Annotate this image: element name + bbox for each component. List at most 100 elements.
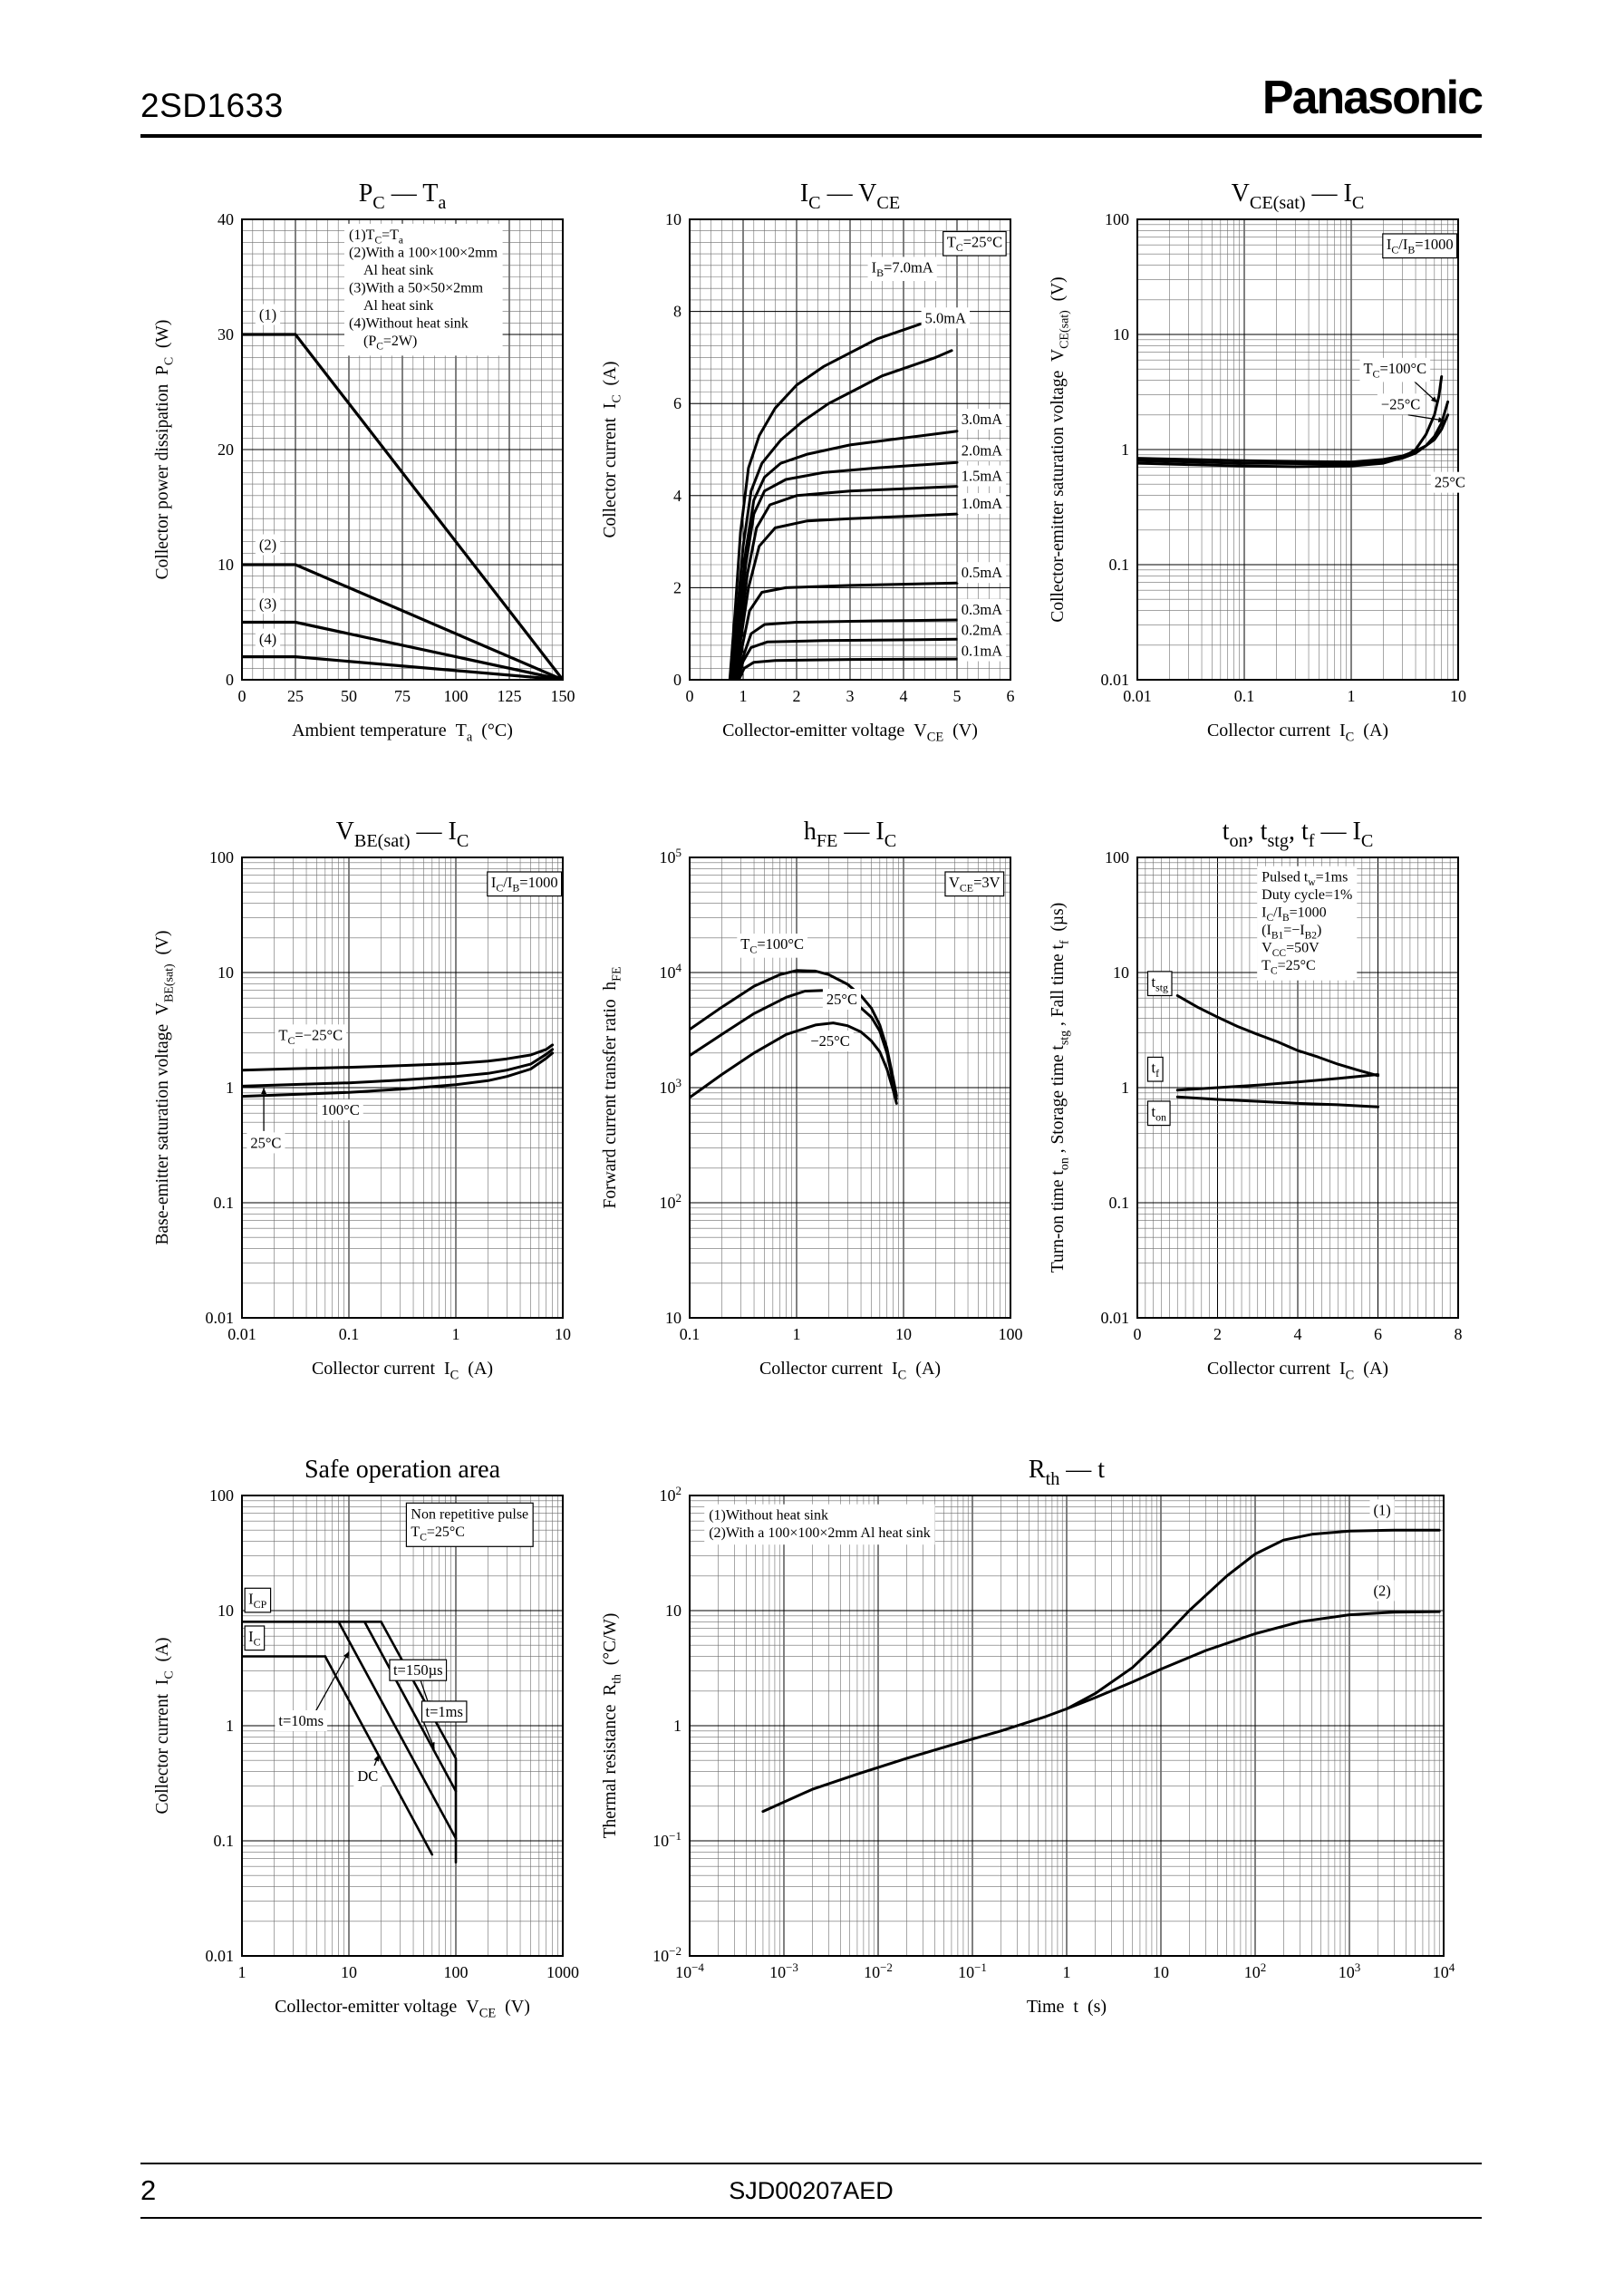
chart-hfe-vs-collector-current: 0.1 1 10 100 10 102 103 104 105 Collector current…: [588, 814, 1036, 1394]
svg-text:Pulsed tw=1ms: Pulsed tw=1ms: [1262, 870, 1348, 889]
svg-text:Turn-on time ton , Storage tim: Turn-on time ton , Storage time tstg , F…: [1049, 903, 1072, 1273]
svg-text:5.0mA: 5.0mA: [925, 309, 966, 326]
svg-text:1: 1: [238, 1963, 246, 1981]
svg-text:(4): (4): [259, 631, 276, 648]
svg-text:50: 50: [341, 687, 357, 705]
svg-text:(2): (2): [1374, 1582, 1391, 1599]
svg-text:0.1: 0.1: [214, 1194, 235, 1212]
svg-text:(2): (2): [259, 536, 276, 553]
svg-text:(4)Without heat sink: (4)Without heat sink: [349, 315, 469, 331]
svg-text:102: 102: [1244, 1960, 1267, 1981]
svg-text:TC=−25°C: TC=−25°C: [278, 1026, 343, 1047]
svg-text:Collector current IC (A): Collector current IC (A): [601, 361, 624, 537]
chart-switching-times-vs-collector-current: 0 2 4 6 8 0.01 0.1 1 10 100 Collector current IC (…: [1036, 814, 1484, 1394]
svg-text:0.2mA: 0.2mA: [962, 622, 1002, 639]
svg-text:10: 10: [665, 1309, 682, 1327]
svg-text:0.1: 0.1: [1109, 1194, 1130, 1212]
svg-text:100: 100: [1105, 210, 1129, 228]
svg-text:0.01: 0.01: [206, 1309, 235, 1327]
svg-text:25°C: 25°C: [250, 1134, 281, 1151]
svg-text:0.01: 0.01: [227, 1325, 256, 1343]
svg-text:1: 1: [226, 1717, 234, 1735]
svg-text:(1)TC=Ta: (1)TC=Ta: [349, 227, 403, 247]
svg-text:10: 10: [1450, 687, 1466, 705]
svg-text:Collector-emitter voltage VCE: Collector-emitter voltage VCE (V): [722, 721, 978, 745]
svg-text:TC=25°C: TC=25°C: [947, 233, 1002, 254]
svg-text:(IB1=−IB2): (IB1=−IB2): [1262, 923, 1321, 942]
svg-text:10−3: 10−3: [769, 1960, 798, 1981]
svg-text:2: 2: [1213, 1325, 1222, 1343]
svg-text:10: 10: [218, 963, 234, 982]
svg-text:5: 5: [953, 687, 962, 705]
svg-text:TC=100°C: TC=100°C: [740, 935, 804, 956]
svg-text:Thermal resistance Rth (°C/W: Thermal resistance Rth (°C/W): [601, 1613, 624, 1839]
svg-text:105: 105: [660, 846, 682, 866]
svg-text:20: 20: [218, 440, 234, 459]
svg-text:100: 100: [444, 687, 469, 705]
svg-text:0: 0: [673, 671, 682, 689]
svg-text:100: 100: [1105, 848, 1129, 866]
svg-text:Collector power dissipation P: Collector power dissipation PC (W): [153, 320, 177, 580]
svg-text:10: 10: [1113, 325, 1129, 344]
svg-text:4: 4: [1294, 1325, 1302, 1343]
svg-text:25°C: 25°C: [826, 991, 857, 1008]
chart-vbe-sat-vs-collector-current: 0.01 0.1 1 10 0.01 0.1 1 10 100 Collector current…: [140, 814, 588, 1394]
svg-text:Duty cycle=1%: Duty cycle=1%: [1262, 887, 1352, 903]
svg-text:75: 75: [394, 687, 411, 705]
svg-text:Collector current IC (A): Collector current IC (A): [1207, 1359, 1388, 1383]
svg-text:100: 100: [444, 1963, 469, 1981]
svg-text:VCC=50V: VCC=50V: [1262, 941, 1320, 960]
svg-text:0: 0: [686, 687, 694, 705]
svg-text:0.5mA: 0.5mA: [962, 564, 1002, 581]
svg-text:(PC=2W): (PC=2W): [349, 334, 417, 353]
svg-text:0.1: 0.1: [1109, 556, 1130, 574]
svg-text:Non repetitive pulse: Non repetitive pulse: [411, 1506, 528, 1522]
svg-text:t=1ms: t=1ms: [425, 1703, 462, 1720]
svg-text:125: 125: [498, 687, 522, 705]
svg-text:25: 25: [287, 687, 304, 705]
svg-text:tf: tf: [1151, 1059, 1159, 1079]
svg-text:0.1: 0.1: [1234, 687, 1255, 705]
svg-text:0: 0: [1134, 1325, 1142, 1343]
svg-text:10: 10: [555, 1325, 571, 1343]
svg-text:3: 3: [846, 687, 855, 705]
svg-text:10: 10: [218, 556, 234, 574]
svg-text:Base-emitter saturation voltag: Base-emitter saturation voltage VBE(sat)…: [153, 930, 177, 1244]
svg-text:−25°C: −25°C: [1381, 395, 1420, 412]
svg-text:10: 10: [1153, 1963, 1169, 1981]
svg-text:Collector current IC (A): Collector current IC (A): [153, 1637, 177, 1814]
svg-text:Al heat sink: Al heat sink: [349, 263, 433, 278]
svg-text:(1)Without heat sink: (1)Without heat sink: [709, 1508, 828, 1524]
svg-text:1.5mA: 1.5mA: [962, 468, 1002, 485]
svg-text:10−2: 10−2: [652, 1944, 682, 1965]
page-number: 2: [140, 2174, 157, 2206]
svg-text:6: 6: [1007, 687, 1015, 705]
svg-text:10−1: 10−1: [958, 1960, 987, 1981]
svg-text:(3)With a 50×50×2mm: (3)With a 50×50×2mm: [349, 280, 484, 295]
svg-text:10: 10: [895, 1325, 912, 1343]
svg-text:0.1: 0.1: [680, 1325, 701, 1343]
svg-text:tstg: tstg: [1151, 973, 1168, 994]
svg-text:1: 1: [673, 1717, 682, 1735]
chart-collector-power-vs-ambient-temperature: 0 25 50 75 100 125 150 0 10 20 30 40 Ambient tempera…: [140, 176, 588, 756]
svg-text:103: 103: [1339, 1960, 1361, 1981]
svg-text:10: 10: [665, 1602, 682, 1620]
chart-vce-sat-vs-collector-current: 0.01 0.1 1 10 0.01 0.1 1 10 100 Collector current…: [1036, 176, 1484, 756]
svg-text:Rth — t: Rth — t: [1029, 1456, 1105, 1489]
svg-text:1000: 1000: [546, 1963, 579, 1981]
svg-text:Al heat sink: Al heat sink: [349, 298, 433, 314]
svg-text:0.1: 0.1: [214, 1832, 235, 1850]
svg-text:40: 40: [218, 210, 234, 228]
svg-text:IC/IB=1000: IC/IB=1000: [1387, 236, 1454, 257]
svg-text:VCE(sat) — IC: VCE(sat) — IC: [1232, 179, 1365, 213]
svg-text:PC — Ta: PC — Ta: [359, 179, 447, 213]
doc-code: SJD00207AED: [729, 2176, 894, 2204]
svg-text:Time t (s): Time t (s): [1027, 1997, 1107, 2017]
svg-text:0.01: 0.01: [1101, 1309, 1130, 1327]
svg-text:DC: DC: [357, 1767, 378, 1785]
svg-text:t=10ms: t=10ms: [278, 1712, 324, 1729]
svg-text:150: 150: [551, 687, 575, 705]
svg-text:4: 4: [900, 687, 908, 705]
svg-text:IB=7.0mA: IB=7.0mA: [872, 258, 933, 279]
